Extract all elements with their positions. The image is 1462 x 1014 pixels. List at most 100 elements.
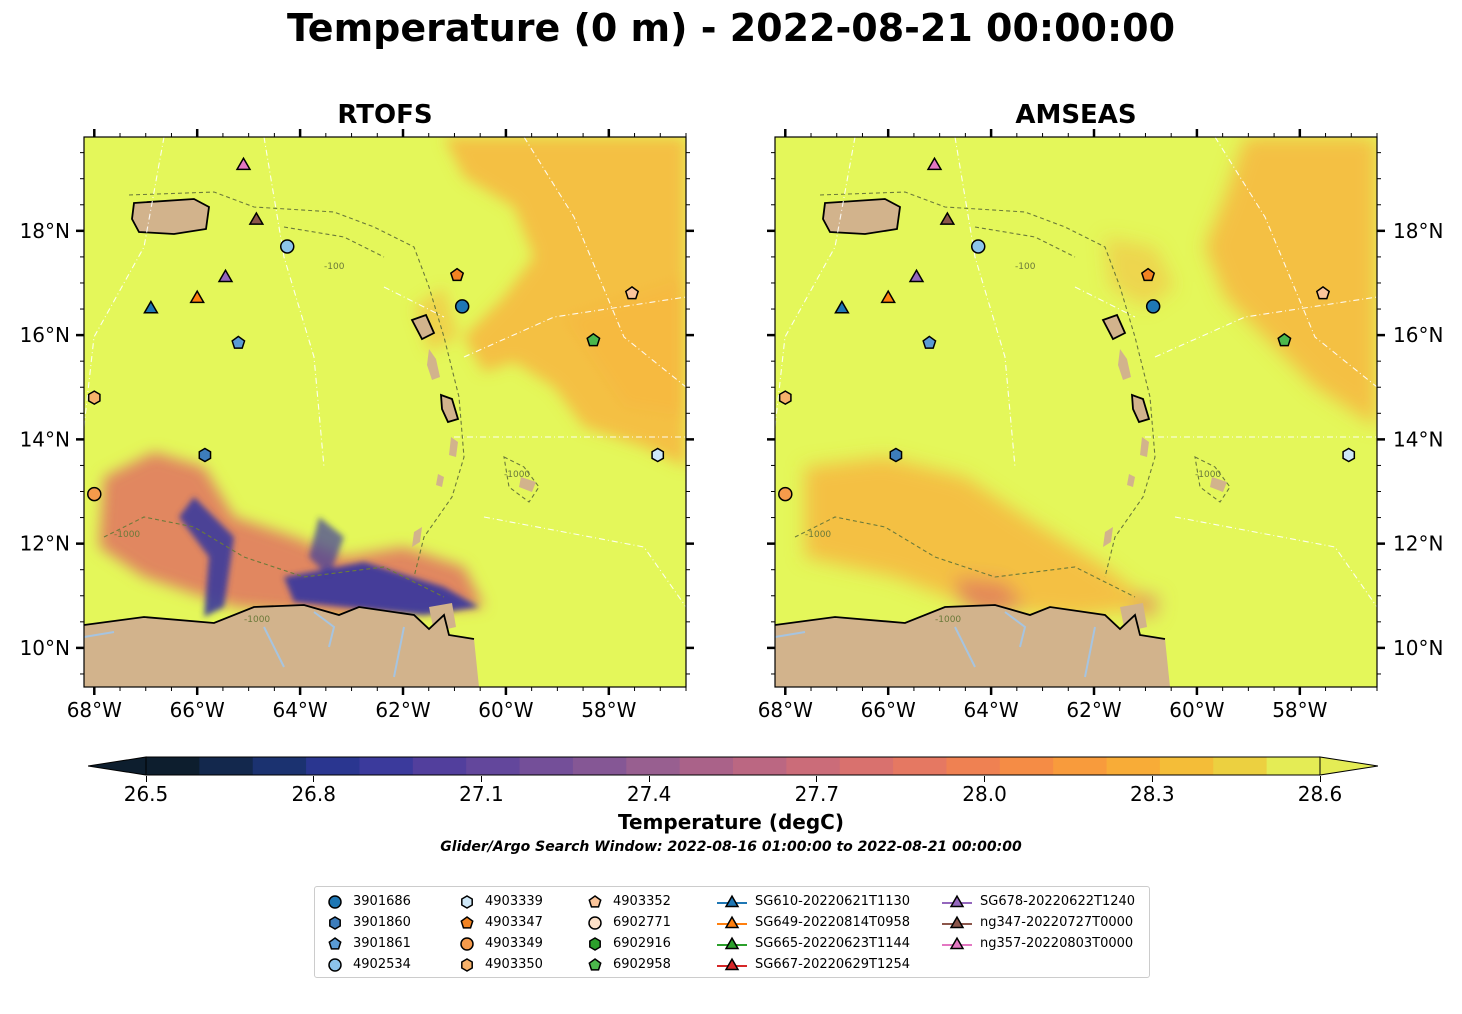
platform-marker-3901860 — [889, 447, 903, 463]
colorbar-segment — [199, 757, 254, 775]
triangle-marker-icon — [942, 936, 972, 949]
longitude-tick-label: 60°W — [478, 698, 533, 722]
platform-marker-4903350 — [87, 390, 101, 406]
legend-entry: 4902534 — [325, 954, 411, 975]
triangle-marker-icon — [717, 936, 747, 949]
legend-marker — [588, 915, 602, 930]
legend-label: 6902958 — [613, 957, 671, 972]
colorbar-segment — [146, 757, 200, 775]
latitude-tick-label: 12°N — [1393, 532, 1443, 556]
legend-label: SG610-20220621T1130 — [755, 894, 911, 909]
colorbar-segment — [466, 757, 521, 775]
contour-labels: -100 -1000 -1000 -1000 — [114, 262, 530, 625]
map-panel-rtofs: -100 -1000 -1000 -1000 68°W 66°W 64°W 62°W 6… — [20, 129, 694, 722]
colorbar-tick — [648, 776, 650, 782]
legend-entry: 4903349 — [457, 933, 543, 954]
legend-entry: SG610-20220621T1130 — [717, 891, 910, 912]
pentagon-marker-icon — [588, 894, 602, 908]
legend-entry: SG667-20220629T1254 — [717, 954, 910, 975]
hexagon-marker-icon — [461, 957, 473, 972]
platform-marker-3901861 — [922, 335, 937, 349]
colorbar-tick-label: 27.7 — [794, 782, 840, 806]
legend-label: SG667-20220629T1254 — [755, 957, 911, 972]
legend-label: ng347-20220727T0000 — [980, 915, 1134, 930]
map-frame — [774, 136, 1378, 688]
colorbar-segment — [786, 757, 841, 775]
triangle-marker-icon — [942, 915, 972, 928]
legend-label: 4903352 — [613, 894, 671, 909]
platform-marker-4903350 — [778, 390, 792, 406]
legend-marker — [724, 936, 740, 949]
st-vincent-landmass — [1127, 474, 1135, 487]
legend-entry: SG678-20220622T1240 — [942, 891, 1135, 912]
saint-lucia-landmass — [1140, 437, 1149, 457]
map-ticks: 68°W 66°W 64°W 62°W 60°W 58°W 18°N 16°N 14°N 12°N… — [758, 129, 1443, 722]
legend-marker — [949, 915, 965, 928]
legend-label: 3901686 — [353, 894, 411, 909]
search-window-note: Glider/Argo Search Window: 2022-08-16 01… — [440, 839, 1022, 855]
colorbar-tick — [313, 776, 315, 782]
map-panel-amseas: -100 -1000 -1000 -1000 68°W 66°W 64°W 62°W 6… — [758, 129, 1443, 722]
panel-title-rtofs: RTOFS — [337, 100, 433, 130]
eez-boundaries — [775, 137, 1377, 608]
bathymetry-contours — [103, 191, 540, 598]
grenada-landmass — [412, 527, 422, 547]
longitude-tick-label: 64°W — [272, 698, 327, 722]
barbados-landmass — [519, 477, 536, 492]
legend-label: 4903350 — [485, 957, 543, 972]
colorbar-segment — [572, 757, 627, 775]
platform-marker-6902958 — [586, 332, 601, 347]
latitude-tick-label: 10°N — [20, 636, 70, 660]
contour-label: -1000 — [114, 530, 140, 540]
temperature-colorbar — [88, 756, 1378, 776]
dominica-landmass — [427, 349, 440, 380]
colorbar-segment — [1266, 757, 1321, 775]
warm-temperature-field — [805, 137, 1377, 617]
legend-entry: 4903339 — [457, 891, 543, 912]
legend-entry: 3901860 — [325, 912, 411, 933]
legend-entry: ng347-20220727T0000 — [942, 912, 1133, 933]
map-frame — [83, 136, 687, 688]
platform-marker-SG678-20220622T1240 — [217, 268, 234, 283]
triangle-marker-icon — [717, 957, 747, 970]
legend-marker — [724, 894, 740, 907]
legend-entry: 4903352 — [585, 891, 671, 912]
platform-marker-3901860 — [198, 447, 212, 463]
colorbar-segment — [946, 757, 1001, 775]
legend-label: 6902771 — [613, 915, 671, 930]
platform-marker-ng357-20220803T0000 — [926, 156, 943, 171]
longitude-tick-label: 68°W — [67, 698, 122, 722]
latitude-tick-label: 16°N — [1393, 323, 1443, 347]
legend-marker — [328, 957, 342, 972]
saint-lucia-landmass — [449, 437, 458, 457]
platform-marker-SG610-20220621T1130 — [143, 300, 159, 314]
colorbar-segment — [1106, 757, 1161, 775]
platform-marker-ng347-20220727T0000 — [939, 211, 956, 225]
pentagon-marker-icon — [460, 915, 474, 929]
puerto-rico-landmass — [132, 199, 209, 234]
colorbar-label: Temperature (degC) — [618, 810, 844, 834]
contour-label: -1000 — [935, 615, 961, 625]
colorbar-tick-label: 27.4 — [626, 782, 672, 806]
legend-label: 3901860 — [353, 915, 411, 930]
legend-label: ng357-20220803T0000 — [980, 936, 1134, 951]
latitude-tick-label: 18°N — [20, 219, 70, 243]
longitude-tick-label: 62°W — [1066, 698, 1121, 722]
legend-marker — [461, 894, 473, 909]
platform-marker-4903349 — [87, 486, 102, 502]
longitude-tick-label: 68°W — [758, 698, 813, 722]
legend-entry: SG649-20220814T0958 — [717, 912, 910, 933]
pentagon-marker-icon — [588, 957, 602, 971]
venezuela-mainland — [84, 605, 479, 687]
platform-marker-ng357-20220803T0000 — [235, 156, 252, 171]
legend-entry: 6902771 — [585, 912, 671, 933]
platform-marker-3901686 — [454, 299, 470, 314]
platform-marker-4903339 — [1342, 447, 1356, 463]
colorbar-segment — [359, 757, 414, 775]
contour-label: -1000 — [805, 530, 831, 540]
longitude-tick-label: 64°W — [963, 698, 1018, 722]
legend-marker — [329, 915, 341, 930]
contour-label: -100 — [324, 262, 345, 272]
colorbar-tick-label: 28.3 — [1130, 782, 1175, 806]
legend-entry: 6902958 — [585, 954, 671, 975]
